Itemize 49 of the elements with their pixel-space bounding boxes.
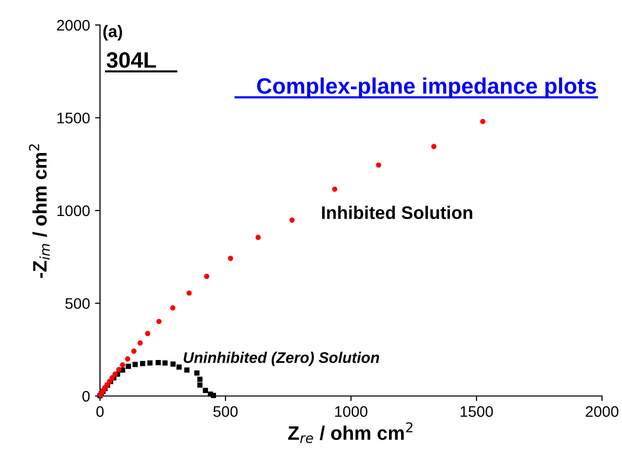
point: [156, 318, 162, 324]
y-axis-title: -Z$_{im}$ / ohm cm$^{2}$: [29, 144, 50, 278]
x-tick-label: 2000: [586, 406, 618, 417]
point: [120, 362, 126, 368]
point: [202, 388, 208, 394]
x-tick-label: 500: [213, 406, 238, 417]
point: [126, 364, 131, 369]
point: [431, 144, 436, 150]
point: [125, 356, 130, 362]
point: [140, 360, 146, 366]
point: [376, 162, 382, 168]
point: [194, 370, 200, 376]
point: [256, 234, 261, 240]
point: [156, 360, 161, 366]
point: [228, 256, 234, 261]
point: [170, 361, 176, 367]
point: [145, 330, 150, 336]
y-tick-label: 0: [82, 390, 90, 402]
annotation: (a): [103, 25, 122, 41]
point: [186, 290, 192, 296]
annotation: Uninhibited (Zero) Solution: [184, 352, 380, 366]
point: [112, 372, 118, 377]
y-tick-label: 1500: [57, 112, 90, 124]
point: [132, 362, 138, 368]
x-tick-label: 0: [96, 406, 104, 417]
point: [210, 392, 216, 398]
x-tick-label: 1500: [460, 406, 493, 417]
point: [131, 348, 136, 354]
point: [289, 218, 295, 223]
point: [170, 305, 176, 310]
point: [116, 367, 122, 372]
point: [480, 118, 486, 124]
point: [162, 360, 168, 366]
point: [176, 364, 182, 370]
text: Complex-plane impedance plots: [257, 78, 596, 98]
point: [184, 367, 190, 373]
annotation: Inhibited Solution: [322, 206, 472, 220]
point: [147, 360, 153, 366]
x-axis-title: Z$_{re}$ / ohm cm$^{2}$: [288, 422, 412, 444]
point: [332, 186, 338, 192]
y-tick-label: 1000: [57, 205, 90, 216]
point: [197, 376, 202, 382]
point: [197, 382, 202, 388]
x-tick-label: 1000: [335, 406, 368, 417]
y-tick-label: 2000: [57, 20, 90, 31]
y-tick-label: 500: [65, 298, 90, 309]
point: [204, 274, 210, 279]
text: 304L: [106, 52, 156, 68]
point: [138, 340, 143, 346]
